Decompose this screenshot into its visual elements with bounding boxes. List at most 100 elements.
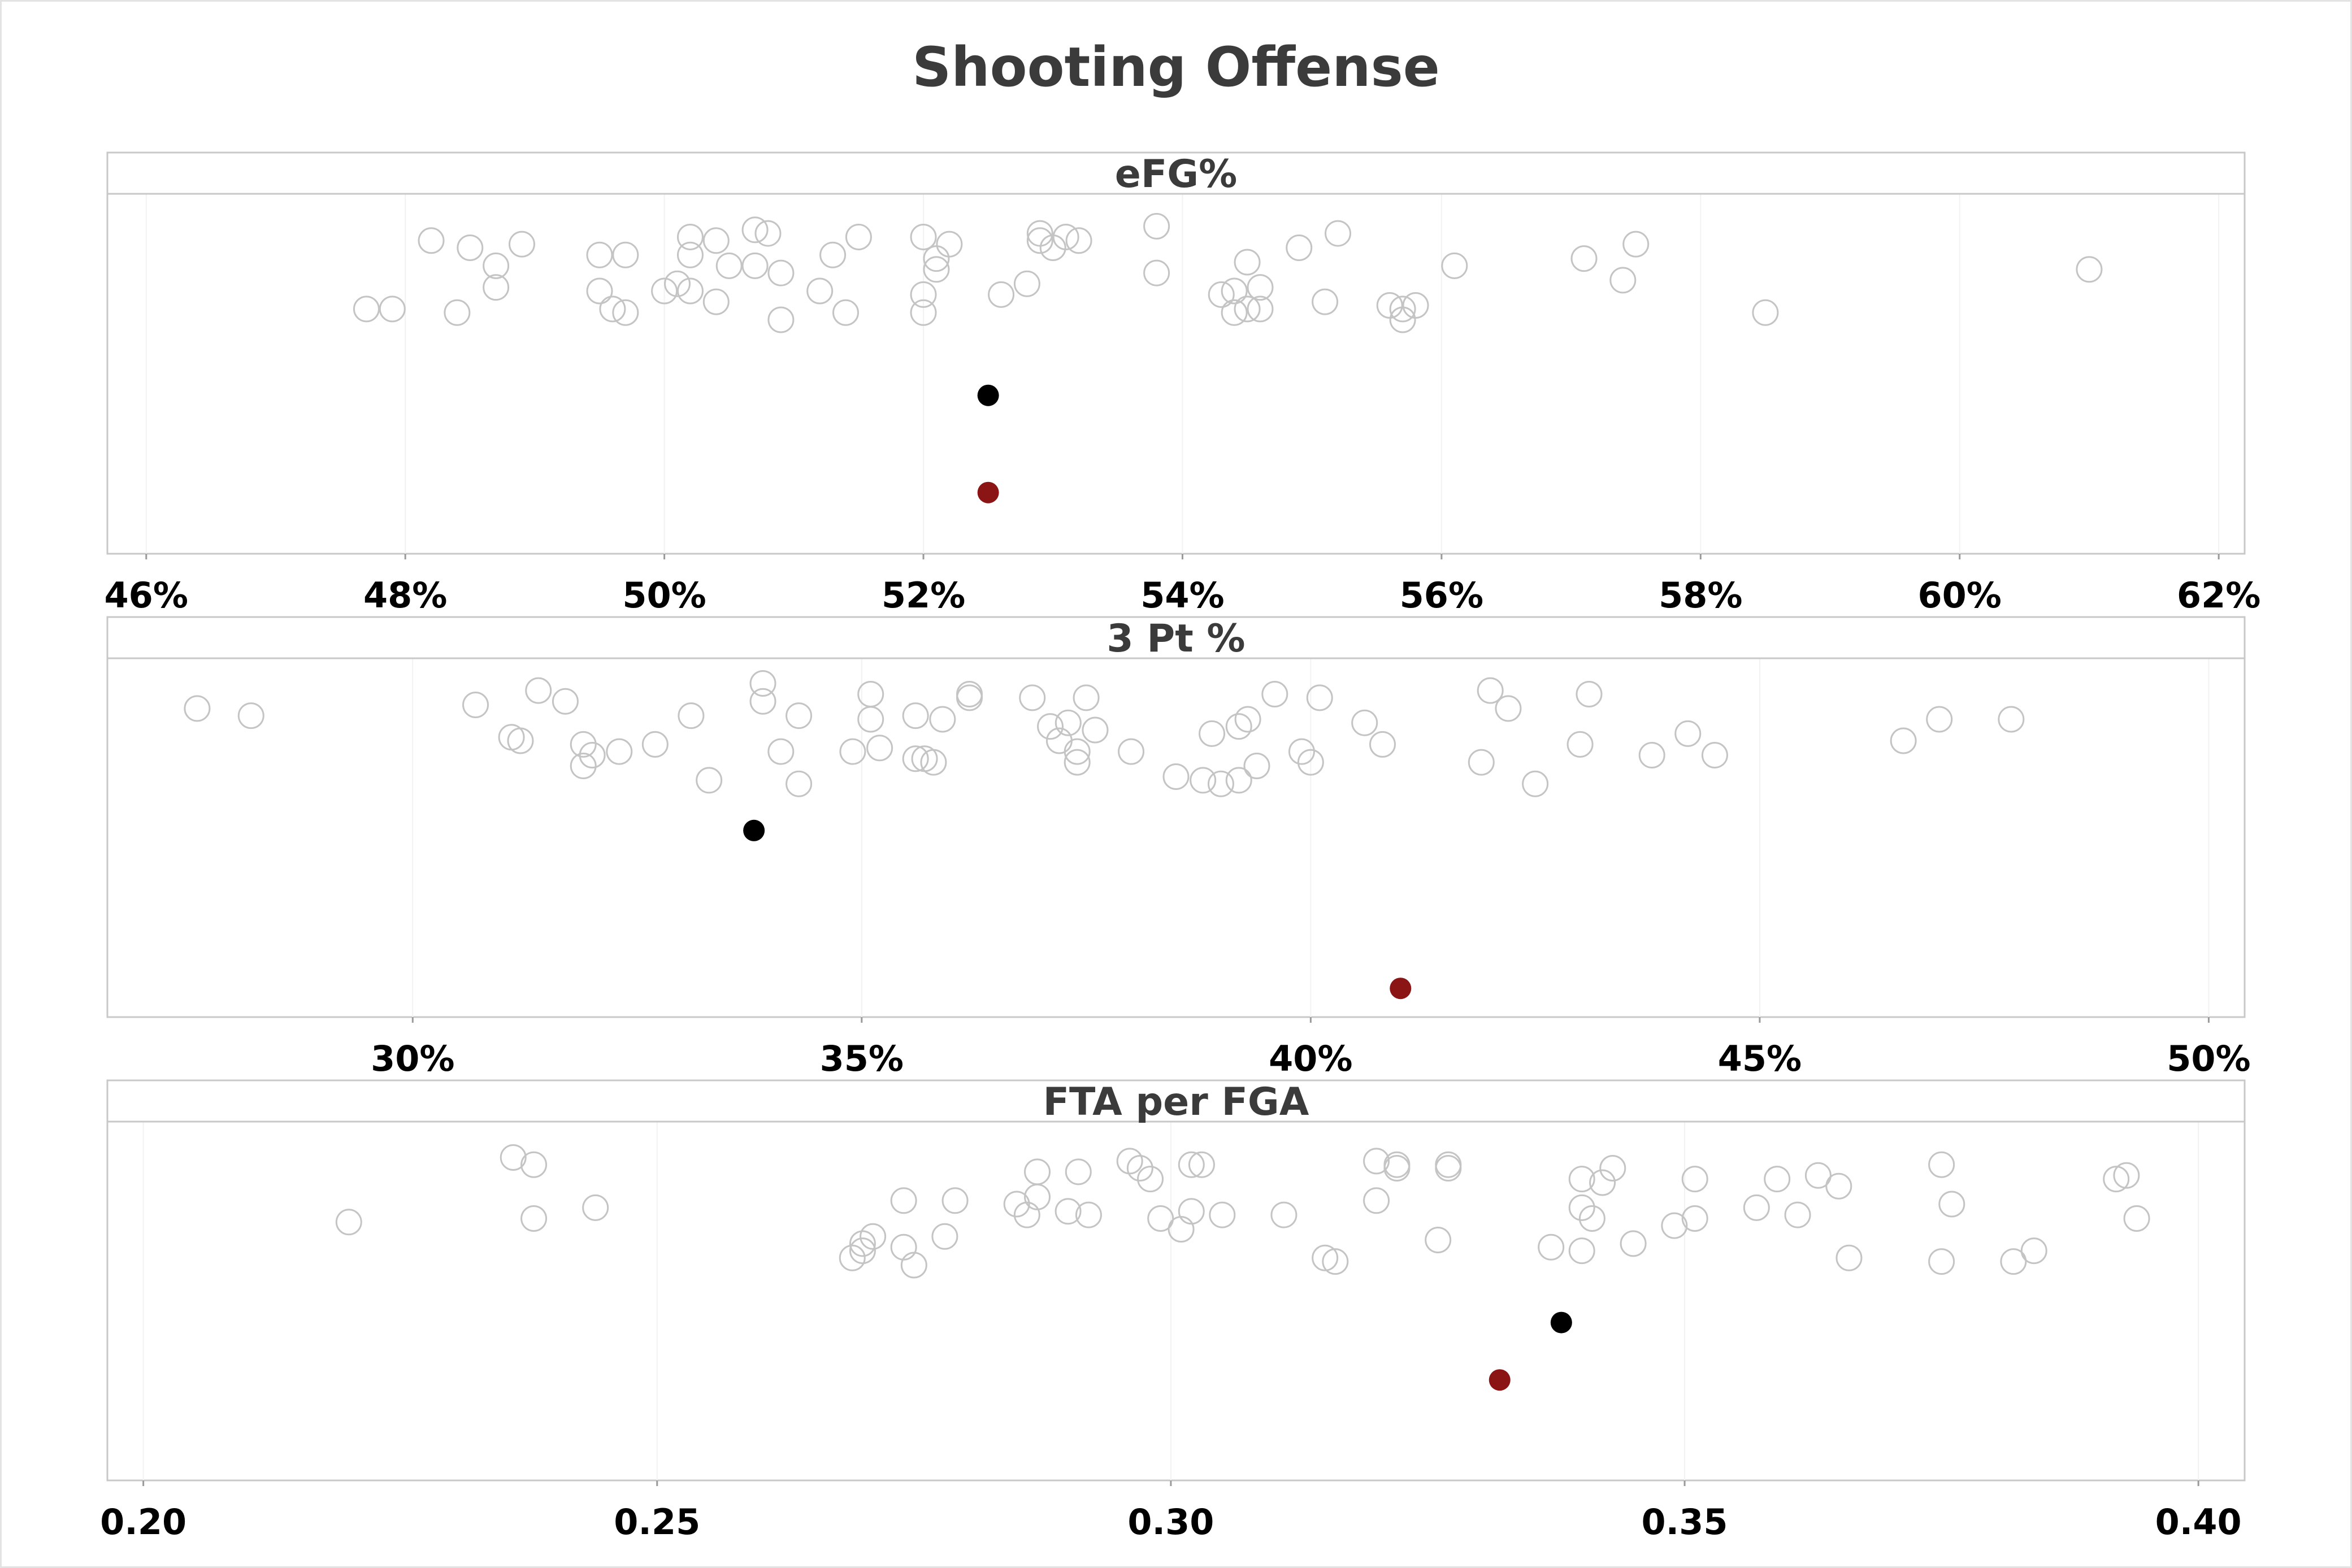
data-point-other xyxy=(1312,288,1339,315)
data-point-other xyxy=(1402,292,1429,319)
data-point-other xyxy=(849,1230,876,1257)
data-point-other xyxy=(1928,1151,1955,1178)
data-point-other xyxy=(1261,681,1288,707)
panel-1: 46% 48% 50% 52% 54% 56% 58% 60% 62% eFG% xyxy=(105,151,2260,616)
data-point-other xyxy=(444,299,471,326)
x-tick-label: 54% xyxy=(1140,575,1224,616)
data-point-other xyxy=(1322,1248,1349,1275)
x-tick-label: 45% xyxy=(1718,1038,1802,1079)
data-point-other xyxy=(929,706,956,733)
data-point-other xyxy=(1055,1198,1082,1225)
data-point-other xyxy=(1073,684,1100,711)
data-point-other xyxy=(1441,252,1468,279)
data-point-other xyxy=(1065,1158,1092,1185)
data-point-other xyxy=(1162,763,1190,790)
panel-background xyxy=(106,1120,2246,1482)
data-point-other xyxy=(1247,274,1274,301)
data-point-other xyxy=(1190,767,1217,794)
data-point-other xyxy=(1247,296,1274,323)
data-point-other xyxy=(1147,1205,1174,1232)
data-point-other xyxy=(1495,695,1522,722)
x-tick-label: 0.20 xyxy=(100,1501,186,1543)
data-point-other xyxy=(819,241,847,268)
data-point-other xyxy=(749,670,776,697)
data-point-other xyxy=(1064,738,1091,765)
data-point-other xyxy=(702,227,730,254)
data-point-other xyxy=(676,223,704,250)
data-point-other xyxy=(839,738,866,765)
data-point-other xyxy=(1383,1155,1411,1182)
data-point-other xyxy=(1225,713,1252,740)
data-point-other xyxy=(582,1194,609,1221)
data-point-other xyxy=(749,688,776,715)
data-point-other xyxy=(1297,749,1324,776)
data-point-other xyxy=(1064,749,1091,776)
data-point-other xyxy=(845,223,872,250)
x-tick-label: 46% xyxy=(105,575,188,616)
data-point-other xyxy=(1024,1183,1051,1210)
data-point-other xyxy=(508,231,535,258)
data-point-other xyxy=(1199,720,1226,747)
data-point-other xyxy=(1576,681,1603,707)
data-point-other xyxy=(1003,1191,1030,1218)
data-point-other xyxy=(1234,706,1261,733)
data-point-other xyxy=(931,1223,958,1250)
data-point-other xyxy=(1065,227,1092,254)
data-point-other xyxy=(552,688,579,715)
data-point-other xyxy=(1369,731,1396,758)
x-tick-label: 56% xyxy=(1400,575,1483,616)
data-point-other xyxy=(1938,1191,1965,1218)
data-point-other xyxy=(1126,1155,1153,1182)
data-point-other xyxy=(741,252,769,279)
data-point-other xyxy=(988,281,1015,308)
data-point-highlight-2 xyxy=(977,481,999,503)
data-point-other xyxy=(586,241,613,268)
data-point-other xyxy=(1568,1166,1595,1193)
data-point-other xyxy=(2103,1166,2130,1193)
data-point-other xyxy=(902,702,929,729)
data-point-other xyxy=(1209,1201,1236,1228)
data-point-other xyxy=(1538,1233,1565,1261)
data-point-other xyxy=(1013,270,1040,297)
data-point-other xyxy=(1055,709,1082,736)
data-point-other xyxy=(606,738,633,765)
data-point-other xyxy=(1221,277,1248,305)
data-point-other xyxy=(1568,1237,1595,1265)
x-tick-label: 0.25 xyxy=(614,1501,700,1543)
data-point-other xyxy=(612,241,639,268)
chart-title: Shooting Offense xyxy=(912,36,1440,99)
data-point-highlight-2 xyxy=(1390,978,1412,1000)
data-point-other xyxy=(1052,223,1079,250)
data-point-other xyxy=(1998,706,2025,733)
data-point-other xyxy=(1661,1212,1688,1239)
data-point-other xyxy=(806,277,834,305)
data-point-other xyxy=(1243,753,1270,779)
data-point-other xyxy=(936,231,963,258)
data-point-other xyxy=(1435,1155,1462,1182)
data-point-other xyxy=(1468,749,1495,776)
data-point-other xyxy=(1566,731,1594,758)
data-point-other xyxy=(786,702,813,729)
data-point-other xyxy=(1188,1151,1215,1178)
data-point-other xyxy=(1681,1205,1708,1232)
panel-background xyxy=(106,193,2246,555)
data-point-other xyxy=(1363,1148,1390,1175)
data-point-other xyxy=(1752,299,1779,326)
data-point-other xyxy=(1351,709,1378,736)
data-point-other xyxy=(866,735,893,762)
data-point-other xyxy=(902,745,929,772)
data-point-other xyxy=(1784,1201,1811,1228)
panel-background xyxy=(106,657,2246,1018)
data-point-other xyxy=(2020,1237,2047,1265)
data-point-other xyxy=(1137,1166,1164,1193)
data-point-other xyxy=(956,681,983,707)
x-tick-label: 50% xyxy=(622,575,706,616)
data-point-other xyxy=(1477,677,1504,704)
data-point-other xyxy=(786,770,813,797)
facet-label: FTA per FGA xyxy=(1043,1080,1309,1124)
data-point-other xyxy=(335,1209,362,1236)
data-point-other xyxy=(715,252,743,279)
data-point-other xyxy=(1116,1148,1143,1175)
data-point-other xyxy=(767,306,795,333)
data-point-other xyxy=(676,241,704,268)
